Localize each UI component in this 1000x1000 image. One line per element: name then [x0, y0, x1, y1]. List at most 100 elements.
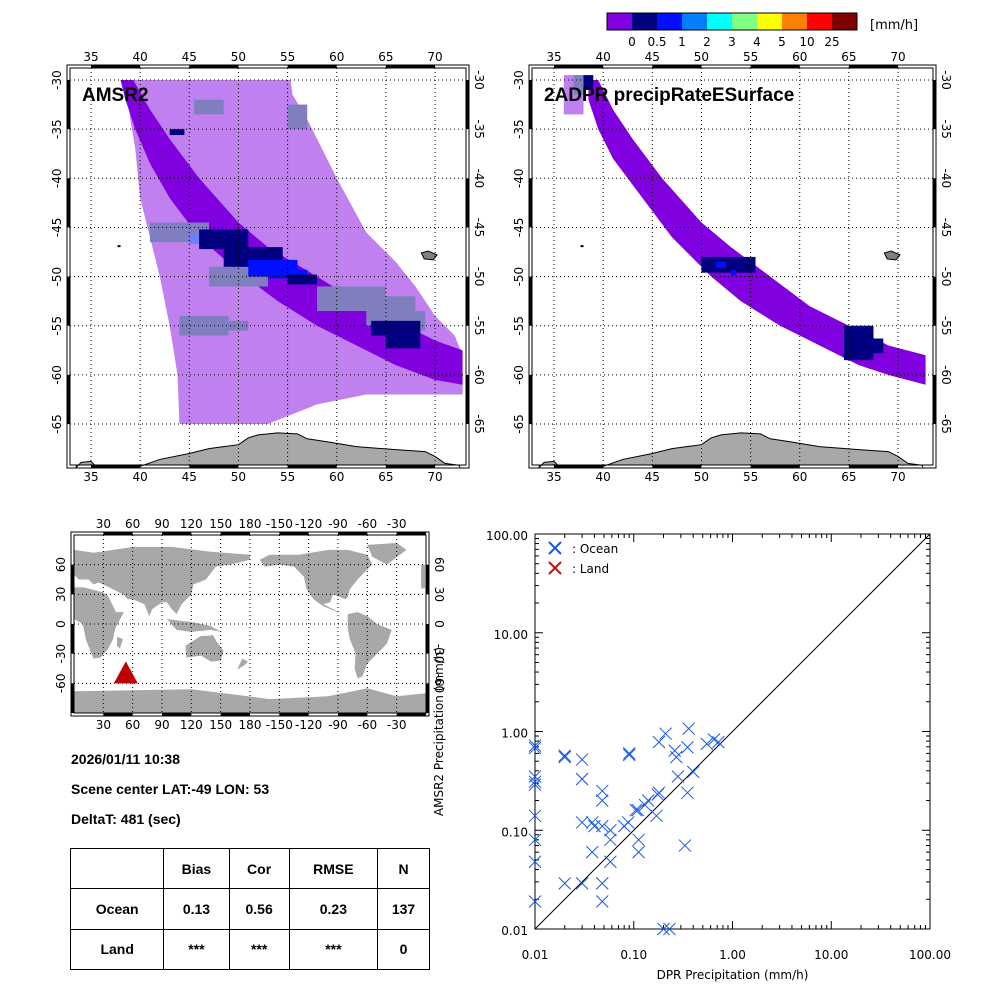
frame-bar	[67, 178, 70, 228]
data-point-stroke	[575, 876, 589, 890]
frame-bar	[529, 80, 532, 130]
scatter-plot: 0.01 0.10 1.00 10.00 100.00 0.01 0.10 1.00 10.00…	[432, 529, 951, 982]
lat-tick-label-left: -50	[512, 267, 526, 287]
map-title: AMSR2	[82, 85, 149, 106]
frame-bar	[466, 178, 469, 228]
precip-cell	[716, 261, 727, 268]
lon-tick-label-top: -90	[328, 517, 348, 531]
data-point-stroke	[558, 876, 572, 890]
lat-tick-label-left: 60	[54, 557, 68, 572]
data-point-stroke	[671, 770, 685, 783]
lat-tick-label-left: -30	[512, 70, 526, 90]
new-zealand-landmass	[237, 658, 249, 670]
colorbar-swatch	[782, 13, 807, 30]
lon-tick-label-top: 50	[694, 50, 709, 64]
frame-bar	[103, 532, 133, 535]
data-point-stroke	[659, 727, 672, 741]
stats-table: Bias Cor RMSE N Ocean 0.13 0.56 0.23 137…	[69, 847, 430, 971]
north-america-landmass	[259, 549, 373, 617]
lat-tick-label-right: -60	[939, 365, 953, 385]
world-locator-map: 303060609090120120150150180180-150-150-1…	[54, 517, 446, 732]
lon-tick-label-top: -150	[266, 517, 293, 531]
map-frame	[531, 67, 934, 466]
lon-tick-label-bottom: 55	[743, 470, 758, 484]
stats-row-land: Land *** *** *** 0	[69, 928, 430, 971]
data-point-ocean	[595, 876, 609, 890]
lat-tick-label-right: -50	[472, 267, 486, 287]
lon-tick-label-bottom: 150	[209, 718, 232, 732]
data-point-ocean	[622, 747, 636, 760]
data-point-ocean	[700, 737, 714, 751]
x-axis-label: DPR Precipitation (mm/h)	[657, 968, 809, 982]
frame-bar	[162, 713, 192, 716]
data-point-ocean	[558, 749, 572, 762]
frame-bar	[426, 564, 429, 595]
lat-tick-label-left: -35	[50, 119, 64, 139]
data-point-ocean	[671, 770, 685, 783]
data-point-ocean	[575, 772, 589, 786]
lat-tick-label-right: -35	[472, 119, 486, 139]
y-tick-label: 100.00	[486, 529, 528, 543]
lon-tick-label-top: 45	[645, 50, 660, 64]
map-frame	[69, 67, 467, 466]
colorbar-swatch	[707, 13, 732, 30]
data-point-stroke	[650, 809, 663, 823]
x-tick-label: 0.10	[620, 948, 647, 962]
colorbar-tick-label: 4	[753, 35, 761, 49]
colorbar-tick-label: 2	[703, 35, 711, 49]
lon-tick-label-bottom: 60	[329, 470, 344, 484]
lat-tick-label-right: 0	[432, 620, 446, 628]
colorbar-tick-label: 1	[678, 35, 686, 49]
y-tick-label: 0.10	[501, 825, 528, 839]
colorbar-swatch	[657, 13, 682, 30]
lon-tick-label-bottom: 40	[596, 470, 611, 484]
lon-tick-label-top: 60	[125, 517, 140, 531]
colorbar-swatch	[757, 13, 782, 30]
frame-bar	[91, 65, 141, 68]
data-point-stroke	[712, 735, 725, 749]
lat-tick-label-right: -65	[939, 414, 953, 434]
lat-tick-label-right: -60	[432, 674, 446, 694]
lon-tick-label-bottom: 180	[239, 718, 262, 732]
lon-tick-label-top: 150	[209, 517, 232, 531]
lat-tick-label-right: 30	[432, 587, 446, 602]
colorbar-swatch	[832, 13, 857, 30]
frame-bar	[466, 80, 469, 130]
lat-tick-label-right: -60	[472, 365, 486, 385]
map-frame-outer	[528, 64, 937, 469]
frame-bar	[848, 65, 899, 68]
data-point-stroke	[558, 749, 572, 762]
data-point-ocean	[528, 809, 542, 823]
data-point-ocean	[595, 784, 609, 798]
frame-bar	[426, 683, 429, 713]
lon-tick-label-bottom: 65	[378, 470, 393, 484]
precip-cell	[287, 274, 318, 285]
data-point-ocean	[641, 794, 655, 807]
data-point-ocean	[595, 895, 609, 908]
lon-tick-label-bottom: 70	[890, 470, 905, 484]
x-tick-label: 10.00	[814, 948, 848, 962]
lon-tick-label-top: 60	[792, 50, 807, 64]
data-point-ocean	[681, 786, 694, 800]
data-point-ocean	[604, 833, 617, 847]
colorbar-swatch	[682, 13, 707, 30]
data-point-ocean	[575, 753, 589, 766]
frame-bar	[67, 80, 70, 130]
lat-tick-label-left: -60	[512, 365, 526, 385]
lon-tick-label-bottom: 90	[154, 718, 169, 732]
lat-tick-label-left: -30	[50, 70, 64, 90]
data-point-stroke	[595, 784, 609, 798]
precip-cell	[218, 320, 249, 331]
frame-bar	[279, 713, 309, 716]
lon-tick-label-top: -60	[358, 517, 378, 531]
data-point-ocean	[528, 778, 542, 791]
scene-location-marker	[113, 661, 138, 684]
data-point-ocean	[669, 750, 683, 764]
precip-cell	[199, 229, 249, 250]
frame-bar	[466, 276, 469, 326]
lon-tick-label-top: 70	[890, 50, 905, 64]
data-point-stroke	[528, 775, 542, 789]
lat-tick-label-left: -45	[50, 218, 64, 238]
data-point-stroke	[595, 794, 609, 807]
frame-bar	[933, 276, 936, 326]
